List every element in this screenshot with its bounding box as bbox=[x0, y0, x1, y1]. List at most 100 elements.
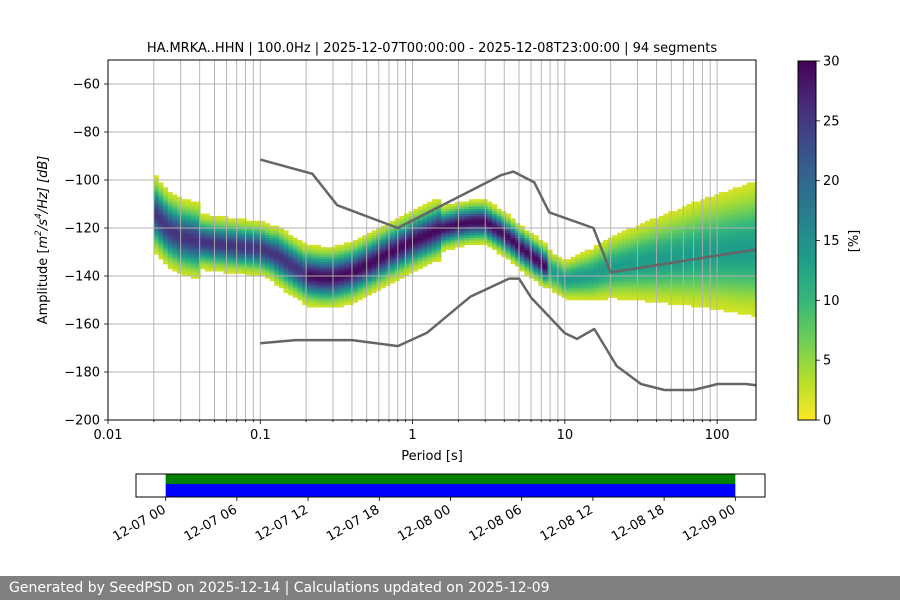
heatmap-cell bbox=[732, 216, 738, 219]
heatmap-cell bbox=[390, 247, 396, 250]
heatmap-cell bbox=[417, 244, 423, 248]
heatmap-cell bbox=[288, 278, 294, 282]
heatmap-cell bbox=[742, 259, 748, 262]
heatmap-cell bbox=[598, 261, 604, 265]
heatmap-cell bbox=[255, 247, 261, 250]
heatmap-cell bbox=[223, 225, 229, 229]
heatmap-cell bbox=[190, 235, 196, 238]
heatmap-cell bbox=[732, 220, 738, 224]
heatmap-cell bbox=[617, 259, 623, 262]
heatmap-cell bbox=[728, 211, 734, 214]
heatmap-cell bbox=[630, 247, 636, 250]
heatmap-cell bbox=[658, 232, 664, 236]
heatmap-cell bbox=[598, 254, 604, 258]
heatmap-cell bbox=[621, 292, 627, 296]
heatmap-cell bbox=[718, 204, 724, 207]
heatmap-cell bbox=[742, 208, 748, 212]
heatmap-cell bbox=[445, 242, 451, 246]
heatmap-cell bbox=[473, 213, 479, 217]
heatmap-cell bbox=[306, 259, 312, 262]
heatmap-cell bbox=[737, 208, 743, 212]
heatmap-cell bbox=[288, 261, 294, 265]
heatmap-cell bbox=[667, 288, 674, 291]
heatmap-cell bbox=[667, 264, 674, 267]
heatmap-cell bbox=[232, 264, 238, 267]
heatmap-cell bbox=[431, 259, 437, 262]
heatmap-cell bbox=[329, 290, 335, 294]
heatmap-cell bbox=[385, 235, 391, 238]
heatmap-cell bbox=[315, 249, 321, 253]
heatmap-cell bbox=[728, 266, 734, 270]
heatmap-cell bbox=[255, 237, 261, 241]
heatmap-cell bbox=[598, 285, 604, 289]
heatmap-cell bbox=[705, 213, 711, 217]
heatmap-cell bbox=[630, 240, 636, 243]
heatmap-cell bbox=[186, 204, 192, 207]
heatmap-cell bbox=[705, 218, 711, 222]
heatmap-cell bbox=[427, 204, 433, 207]
heatmap-cell bbox=[663, 268, 669, 272]
heatmap-cell bbox=[167, 218, 173, 222]
heatmap-cell bbox=[603, 280, 609, 284]
heatmap-cell bbox=[700, 218, 706, 222]
heatmap-cell bbox=[181, 240, 187, 243]
heatmap-cell bbox=[408, 225, 414, 229]
heatmap-cell bbox=[663, 247, 669, 250]
heatmap-cell bbox=[612, 276, 618, 279]
heatmap-cell bbox=[672, 276, 678, 279]
heatmap-cell bbox=[723, 302, 729, 306]
heatmap-cell bbox=[320, 273, 326, 277]
heatmap-cell bbox=[297, 280, 303, 284]
heatmap-cell bbox=[570, 288, 576, 291]
heatmap-cell bbox=[487, 213, 493, 217]
heatmap-cell bbox=[552, 266, 558, 270]
heatmap-cell bbox=[329, 259, 335, 262]
heatmap-cell bbox=[705, 247, 711, 250]
heatmap-cell bbox=[255, 240, 261, 243]
heatmap-cell bbox=[195, 249, 201, 253]
heatmap-cell bbox=[427, 225, 433, 229]
heatmap-cell bbox=[454, 240, 460, 243]
heatmap-cell bbox=[589, 285, 595, 289]
heatmap-cell bbox=[728, 244, 734, 248]
heatmap-cell bbox=[630, 252, 636, 255]
heatmap-cell bbox=[454, 235, 460, 238]
heatmap-cell bbox=[723, 208, 729, 212]
heatmap-cell bbox=[311, 256, 317, 260]
heatmap-cell bbox=[746, 312, 752, 315]
heatmap-cell bbox=[510, 249, 516, 253]
heatmap-cell bbox=[214, 264, 220, 267]
heatmap-cell bbox=[681, 244, 687, 248]
heatmap-cell bbox=[399, 254, 405, 258]
heatmap-cell bbox=[709, 249, 715, 253]
heatmap-cell bbox=[246, 228, 252, 231]
heatmap-cell bbox=[746, 204, 752, 207]
heatmap-cell bbox=[390, 244, 396, 248]
heatmap-cell bbox=[297, 273, 303, 277]
heatmap-cell bbox=[292, 256, 298, 260]
heatmap-cell bbox=[413, 225, 419, 229]
heatmap-cell bbox=[269, 240, 275, 243]
heatmap-cell bbox=[320, 276, 326, 279]
heatmap-cell bbox=[515, 235, 521, 238]
heatmap-cell bbox=[214, 249, 220, 253]
heatmap-cell bbox=[204, 254, 210, 258]
heatmap-cell bbox=[598, 256, 604, 260]
heatmap-cell bbox=[732, 211, 738, 214]
heatmap-cell bbox=[158, 216, 164, 219]
heatmap-cell bbox=[478, 204, 484, 207]
heatmap-cell bbox=[403, 252, 409, 255]
heatmap-cell bbox=[274, 252, 280, 255]
heatmap-cell bbox=[380, 252, 386, 255]
heatmap-cell bbox=[343, 276, 349, 279]
heatmap-cell bbox=[200, 254, 206, 258]
heatmap-cell bbox=[718, 264, 724, 267]
heatmap-cell bbox=[561, 288, 567, 291]
heatmap-cell bbox=[195, 220, 201, 224]
heatmap-cell bbox=[626, 292, 632, 296]
heatmap-cell bbox=[459, 232, 465, 236]
heatmap-cell bbox=[686, 252, 692, 255]
heatmap-cell bbox=[681, 213, 687, 217]
heatmap-cell bbox=[311, 261, 317, 265]
heatmap-cell bbox=[732, 304, 738, 308]
